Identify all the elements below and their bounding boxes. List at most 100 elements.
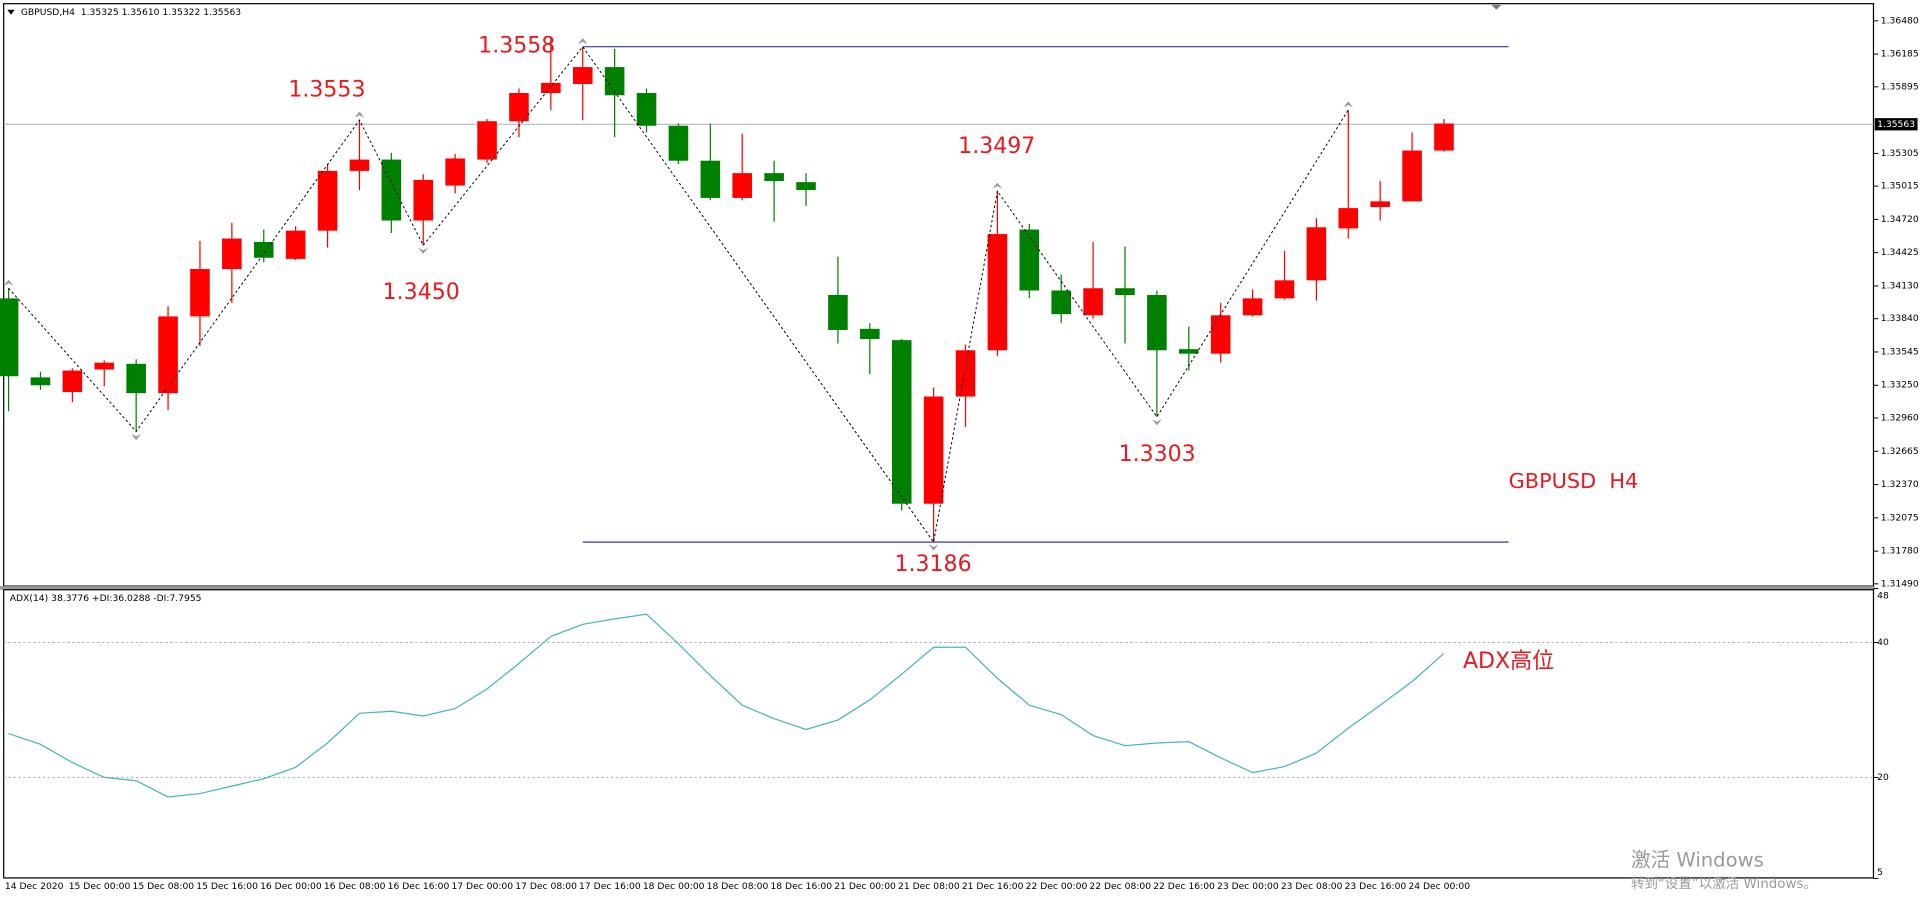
candle-body [987, 234, 1008, 351]
y-tick-label: 1.31780 [1881, 546, 1919, 557]
last-price-box [1874, 118, 1918, 131]
candle-body [636, 93, 657, 126]
shift-marker [1491, 4, 1502, 10]
candle-body [158, 316, 178, 394]
y-tick-label: 48 [1877, 590, 1889, 601]
zigzag-marker [1343, 101, 1354, 108]
x-tick-label: 18 Dec 00:00 [643, 881, 705, 892]
candle-body [732, 173, 753, 198]
candle-body [126, 363, 146, 394]
y-tick-label: 1.34720 [1881, 214, 1919, 225]
zigzag-marker [992, 182, 1003, 189]
x-tick-label: 21 Dec 16:00 [962, 881, 1024, 892]
x-tick-label: 22 Dec 16:00 [1153, 881, 1215, 892]
candle-body [955, 350, 976, 397]
x-tick-label: 23 Dec 00:00 [1217, 881, 1279, 892]
candle-body [764, 173, 784, 182]
candle-body [1338, 208, 1359, 229]
zigzag-marker [131, 433, 142, 441]
panel-separator [0, 586, 1875, 590]
x-tick-label: 23 Dec 08:00 [1281, 881, 1343, 892]
zigzag-marker [928, 544, 939, 551]
x-tick-label: 17 Dec 16:00 [579, 881, 641, 892]
adx-line [8, 613, 1445, 798]
x-tick-label: 24 Dec 00:00 [1408, 881, 1470, 892]
x-tick-label: 15 Dec 08:00 [132, 881, 194, 892]
candle-body [317, 170, 338, 231]
candle-body [796, 182, 816, 191]
candle-body [1274, 280, 1295, 299]
candle-body [1306, 227, 1327, 281]
annotation: 1.3450 [383, 280, 460, 305]
y-tick-label: 20 [1877, 772, 1889, 783]
x-tick-label: 17 Dec 08:00 [515, 881, 577, 892]
x-tick-label: 14 Dec 2020 [5, 881, 64, 892]
x-tick-label: 21 Dec 08:00 [898, 881, 960, 892]
y-tick-label: 40 [1877, 637, 1889, 648]
candle-body [1242, 298, 1263, 316]
y-tick-label: 1.34130 [1881, 280, 1919, 291]
zigzag-marker [1152, 419, 1162, 426]
zigzag-marker [577, 38, 588, 45]
candle-body [445, 158, 465, 186]
price-panel [3, 3, 1875, 587]
candle-body [1370, 201, 1390, 207]
candle-body [1402, 150, 1422, 202]
candle-body [381, 159, 402, 221]
zigzag-marker [418, 247, 429, 254]
candle-body [668, 125, 689, 161]
x-tick-label: 15 Dec 00:00 [69, 881, 131, 892]
x-tick-label: 15 Dec 16:00 [196, 881, 258, 892]
y-tick-label: 5 [1877, 867, 1883, 878]
x-tick-label: 17 Dec 00:00 [451, 881, 513, 892]
chart-header: GBPUSD,H4 1.35325 1.35610 1.35322 1.3556… [21, 7, 241, 18]
y-tick-label: 1.35895 [1881, 81, 1919, 92]
candle-body [190, 269, 210, 317]
watermark-subtitle: 转到“设置”以激活 Windows。 [1631, 876, 1817, 892]
x-tick-label: 18 Dec 08:00 [707, 881, 769, 892]
x-tick-label: 21 Dec 00:00 [834, 881, 896, 892]
zigzag-marker [3, 279, 14, 286]
candle-body [891, 340, 912, 504]
x-tick-label: 22 Dec 00:00 [1026, 881, 1088, 892]
annotation: ADX高位 [1463, 649, 1554, 674]
annotation: 1.3303 [1119, 442, 1196, 467]
y-tick-label: 1.32370 [1881, 479, 1919, 490]
candle-body [0, 298, 19, 377]
x-tick-label: 18 Dec 16:00 [770, 881, 832, 892]
menu-triangle[interactable] [7, 9, 15, 15]
candle-body [1115, 288, 1135, 295]
x-tick-label: 16 Dec 00:00 [260, 881, 322, 892]
candle-body [828, 294, 848, 330]
candle-body [94, 362, 115, 370]
zigzag-marker [354, 111, 365, 118]
candle-body [1210, 315, 1231, 354]
y-tick-label: 1.33840 [1881, 313, 1919, 324]
y-tick-label: 1.31490 [1881, 578, 1919, 589]
y-tick-label: 1.32960 [1881, 412, 1919, 423]
watermark-title: 激活 Windows [1631, 848, 1764, 871]
last-price-label: 1.35563 [1877, 119, 1915, 130]
annotation: 1.3553 [288, 78, 365, 103]
annotation: 1.3497 [958, 134, 1035, 159]
y-tick-label: 1.33545 [1881, 346, 1919, 357]
annotation: GBPUSD H4 [1509, 469, 1639, 493]
candle-body [349, 159, 370, 171]
candle-body [1179, 349, 1199, 354]
candle-body [541, 82, 561, 94]
y-tick-label: 1.34425 [1881, 247, 1919, 258]
x-tick-label: 16 Dec 16:00 [388, 881, 450, 892]
adx-panel [3, 589, 1875, 879]
adx-title: ADX(14) 38.3776 +DI:36.0288 -DI:7.7955 [10, 593, 202, 604]
y-tick-label: 1.35305 [1881, 148, 1919, 159]
candle-body [285, 230, 306, 259]
x-tick-label: 22 Dec 08:00 [1089, 881, 1151, 892]
candle-body [1434, 123, 1454, 151]
y-tick-label: 1.32665 [1881, 446, 1919, 457]
candle-body [477, 121, 497, 160]
zigzag-line [8, 45, 1349, 544]
x-tick-label: 23 Dec 16:00 [1345, 881, 1407, 892]
candle-body [413, 179, 434, 221]
